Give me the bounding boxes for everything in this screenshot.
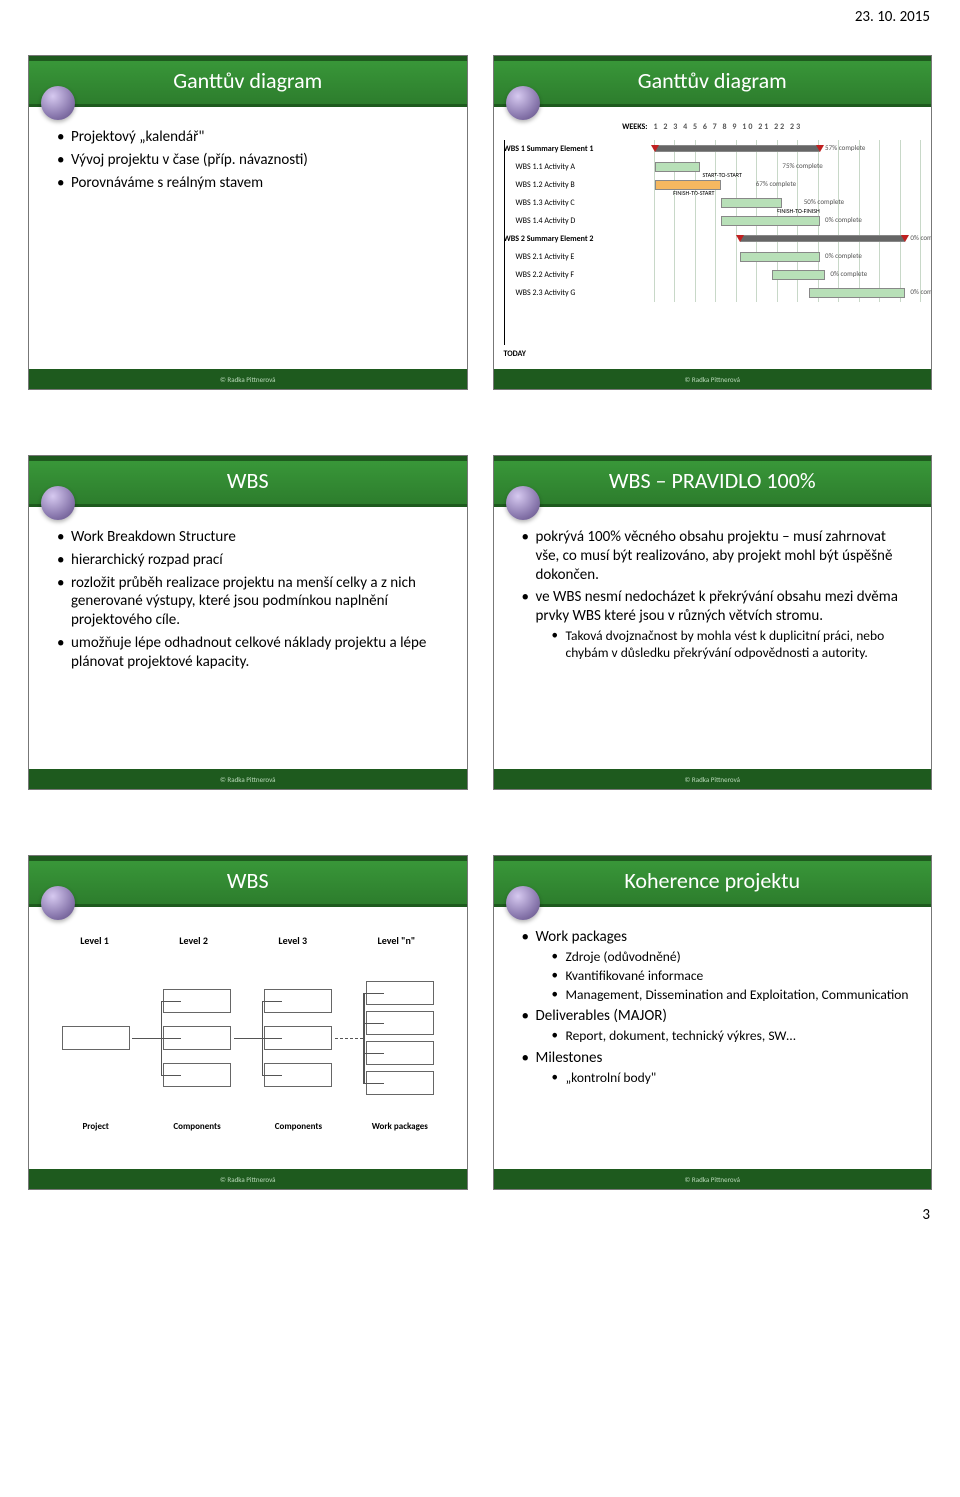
slide-body: Work Breakdown Structure hierarchický ro… <box>29 504 467 769</box>
orb-decoration <box>41 886 75 920</box>
slide-footer: © Radka Pittnerová <box>29 769 467 789</box>
slide-body: WEEKS:1 2 3 4 5 6 7 8 9 10 21 22 23WBS 1… <box>494 104 932 369</box>
orb-decoration <box>41 486 75 520</box>
slide-header: Ganttův diagram <box>29 56 467 104</box>
sub-bullet: Taková dvojznačnost by mohla vést k dupl… <box>552 628 912 662</box>
page-date: 23. 10. 2015 <box>855 8 930 26</box>
slide-gantt-chart: Ganttův diagram WEEKS:1 2 3 4 5 6 7 8 9 … <box>493 55 933 390</box>
bullet: Work packages Zdroje (odůvodněné) Kvanti… <box>522 928 912 1003</box>
bullet-text: Work packages <box>536 928 628 946</box>
sub-bullet: Report, dokument, technický výkres, SW… <box>552 1028 912 1045</box>
slide-body: Level 1Level 2Level 3Level "n"ProjectCom… <box>29 904 467 1169</box>
slide-title: WBS <box>227 867 269 894</box>
slide-footer: © Radka Pittnerová <box>494 369 932 389</box>
slide-footer: © Radka Pittnerová <box>494 1169 932 1189</box>
orb-decoration <box>506 486 540 520</box>
slide-title: WBS – PRAVIDLO 100% <box>609 467 816 494</box>
slide-wbs-rule: WBS – PRAVIDLO 100% pokrývá 100% věcného… <box>493 455 933 790</box>
sub-bullet: Zdroje (odůvodněné) <box>552 949 912 966</box>
bullet: rozložit průběh realizace projektu na me… <box>57 574 447 630</box>
bullet: pokrývá 100% věcného obsahu projektu – m… <box>522 528 912 584</box>
slide-header: Koherence projektu <box>494 856 932 904</box>
bullet: Deliverables (MAJOR) Report, dokument, t… <box>522 1007 912 1045</box>
slide-header: WBS <box>29 456 467 504</box>
bullet: ve WBS nesmí nedocházet k překrývání obs… <box>522 588 912 661</box>
slide-header: Ganttův diagram <box>494 56 932 104</box>
sub-bullet: Management, Dissemination and Exploitati… <box>552 987 912 1004</box>
slide-grid: Ganttův diagram Projektový „kalendář" Vý… <box>0 0 960 1230</box>
bullet-text: Milestones <box>536 1049 603 1067</box>
sub-bullet: Kvantifikované informace <box>552 968 912 985</box>
orb-decoration <box>41 86 75 120</box>
wbs-tree-diagram: Level 1Level 2Level 3Level "n"ProjectCom… <box>45 924 451 1161</box>
slide-footer: © Radka Pittnerová <box>29 369 467 389</box>
slide-footer: © Radka Pittnerová <box>494 769 932 789</box>
slide-title: Ganttův diagram <box>173 67 322 94</box>
slide-body: Work packages Zdroje (odůvodněné) Kvanti… <box>494 904 932 1169</box>
slide-header: WBS <box>29 856 467 904</box>
slide-wbs-tree: WBS Level 1Level 2Level 3Level "n"Projec… <box>28 855 468 1190</box>
slide-body: pokrývá 100% věcného obsahu projektu – m… <box>494 504 932 769</box>
slide-title: Ganttův diagram <box>638 67 787 94</box>
slide-footer: © Radka Pittnerová <box>29 1169 467 1189</box>
orb-decoration <box>506 86 540 120</box>
page-number: 3 <box>922 1206 930 1224</box>
bullet: Porovnáváme s reálným stavem <box>57 174 447 193</box>
bullet: umožňuje lépe odhadnout celkové náklady … <box>57 634 447 672</box>
slide-wbs-text: WBS Work Breakdown Structure hierarchick… <box>28 455 468 790</box>
gantt-chart: WEEKS:1 2 3 4 5 6 7 8 9 10 21 22 23WBS 1… <box>504 122 922 365</box>
orb-decoration <box>506 886 540 920</box>
slide-koherence: Koherence projektu Work packages Zdroje … <box>493 855 933 1190</box>
bullet: hierarchický rozpad prací <box>57 551 447 570</box>
bullet-text: ve WBS nesmí nedocházet k překrývání obs… <box>536 588 898 625</box>
slide-title: Koherence projektu <box>624 867 800 894</box>
sub-bullet: „kontrolní body" <box>552 1070 912 1087</box>
slide-body: Projektový „kalendář" Vývoj projektu v č… <box>29 104 467 369</box>
slide-gantt-text: Ganttův diagram Projektový „kalendář" Vý… <box>28 55 468 390</box>
bullet: Vývoj projektu v čase (příp. návaznosti) <box>57 151 447 170</box>
slide-header: WBS – PRAVIDLO 100% <box>494 456 932 504</box>
bullet-text: Deliverables (MAJOR) <box>536 1007 667 1025</box>
bullet: Milestones „kontrolní body" <box>522 1049 912 1087</box>
bullet: Work Breakdown Structure <box>57 528 447 547</box>
bullet: Projektový „kalendář" <box>57 128 447 147</box>
slide-title: WBS <box>227 467 269 494</box>
